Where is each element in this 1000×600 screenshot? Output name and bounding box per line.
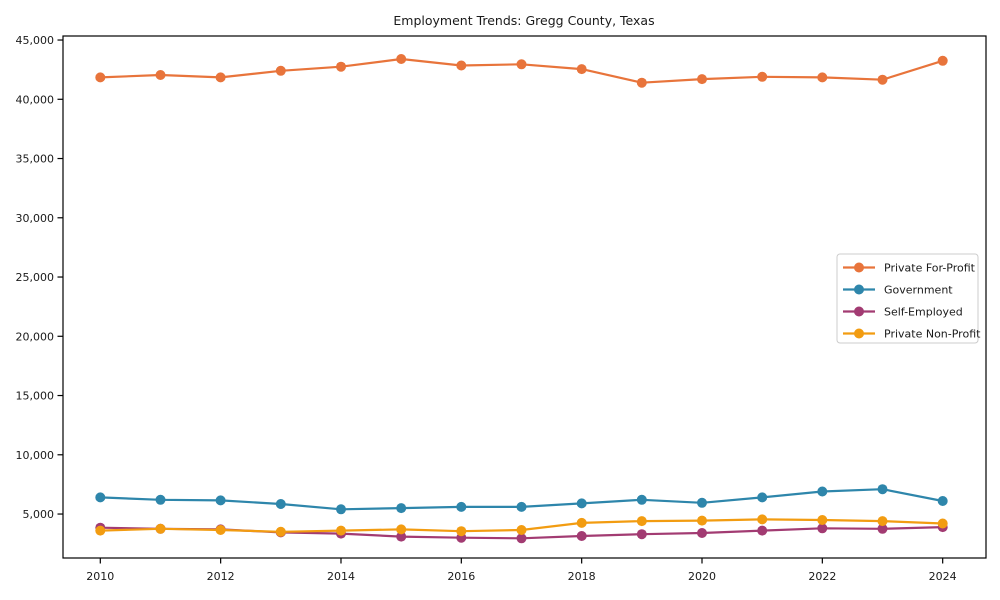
x-tick-label: 2022	[808, 570, 836, 583]
data-point-self-employed-2015	[396, 531, 407, 542]
data-point-self-employed-2021	[757, 525, 768, 536]
data-point-private-for-profit-2020	[697, 74, 707, 85]
y-axis: 5,000 10,000 15,000 20,000 25,000 30,000 35,00…	[16, 34, 63, 521]
data-point-self-employed-2018	[576, 531, 587, 541]
data-point-private-non-profit-2021	[757, 514, 768, 525]
data-point-private-for-profit-2018	[576, 64, 587, 75]
y-tick-label: 15,000	[16, 390, 55, 403]
data-point-private-non-profit-2011	[155, 523, 166, 534]
data-point-private-for-profit-2022	[817, 72, 828, 83]
data-point-government-2013	[275, 499, 286, 509]
data-point-private-non-profit-2015	[396, 524, 407, 535]
data-point-government-2015	[396, 503, 407, 514]
y-tick-label: 25,000	[16, 271, 55, 284]
legend-item-private-non-profit: Private Non-Profit	[843, 328, 981, 341]
legend-label-private-non-profit: Private Non-Profit	[884, 328, 981, 341]
data-point-private-for-profit-2010	[95, 72, 106, 83]
data-point-self-employed-2017	[516, 533, 527, 544]
plot-border	[62, 35, 987, 559]
data-point-self-employed-2019	[636, 529, 647, 540]
axes-spines	[62, 35, 987, 559]
y-tick-label: 10,000	[16, 449, 55, 462]
data-point-private-for-profit-2011	[155, 70, 166, 80]
data-point-private-for-profit-2024	[937, 55, 948, 66]
data-point-private-non-profit-2014	[336, 525, 346, 536]
data-point-self-employed-2022	[817, 523, 828, 534]
data-point-government-2014	[336, 504, 346, 515]
legend-box	[836, 253, 979, 344]
y-tick-label: 45,000	[16, 34, 55, 47]
data-point-private-for-profit-2016	[456, 60, 467, 71]
data-point-private-non-profit-2020	[697, 515, 707, 526]
x-tick-label: 2020	[688, 570, 716, 583]
legend-item-government: Government	[843, 284, 953, 297]
data-point-private-non-profit-2024	[937, 518, 948, 529]
x-tick-label: 2012	[207, 570, 235, 583]
legend-label-government: Government	[884, 284, 953, 297]
legend-marker-private-for-profit	[854, 262, 864, 273]
legend-marker-self-employed	[854, 306, 864, 317]
chart-title: Employment Trends: Gregg County, Texas	[393, 13, 654, 28]
legend-marker-government	[854, 284, 864, 295]
data-point-self-employed-2023	[877, 523, 888, 534]
data-point-government-2022	[817, 486, 828, 497]
data-point-private-non-profit-2018	[576, 517, 587, 528]
data-point-government-2016	[456, 501, 467, 512]
data-point-private-for-profit-2012	[215, 72, 226, 83]
data-point-private-for-profit-2015	[396, 54, 407, 64]
y-tick-label: 30,000	[16, 212, 55, 225]
data-point-government-2021	[757, 492, 768, 503]
data-point-private-for-profit-2017	[516, 59, 527, 70]
data-point-private-for-profit-2023	[877, 74, 888, 85]
data-point-private-non-profit-2019	[636, 516, 647, 527]
data-point-private-for-profit-2014	[336, 61, 346, 72]
y-tick-label: 40,000	[16, 93, 55, 106]
data-point-government-2010	[95, 492, 106, 503]
series-private-non-profit	[95, 514, 948, 537]
series-government	[95, 484, 948, 515]
data-point-government-2020	[697, 497, 707, 508]
data-point-government-2018	[576, 498, 587, 509]
data-point-private-non-profit-2023	[877, 516, 888, 527]
data-point-government-2011	[155, 494, 166, 505]
legend-marker-private-non-profit	[854, 328, 864, 339]
data-point-government-2012	[215, 495, 226, 506]
data-point-government-2024	[937, 496, 948, 506]
legend-label-self-employed: Self-Employed	[884, 306, 963, 319]
series-private-for-profit	[95, 54, 948, 88]
x-axis: 2010 2012 2014 2016 2018 2020 2022 2024	[86, 558, 957, 583]
y-tick-label: 20,000	[16, 330, 55, 343]
data-point-self-employed-2020	[697, 528, 707, 538]
legend-item-self-employed: Self-Employed	[843, 306, 963, 319]
legend: Private For-Profit Government Self-Employe…	[836, 253, 981, 344]
data-point-government-2017	[516, 501, 527, 512]
x-tick-label: 2024	[929, 570, 957, 583]
data-point-government-2023	[877, 484, 888, 495]
data-point-private-non-profit-2022	[817, 515, 828, 525]
x-tick-label: 2016	[447, 570, 475, 583]
x-tick-label: 2018	[568, 570, 596, 583]
data-point-private-non-profit-2016	[456, 526, 467, 537]
y-tick-label: 35,000	[16, 153, 55, 166]
y-tick-label: 5,000	[23, 508, 55, 521]
data-point-private-for-profit-2019	[636, 77, 647, 88]
data-point-private-for-profit-2021	[757, 71, 768, 82]
series-layer	[95, 54, 948, 544]
data-point-private-non-profit-2017	[516, 525, 527, 535]
data-point-private-non-profit-2012	[215, 525, 226, 535]
data-point-private-non-profit-2010	[95, 525, 106, 536]
legend-label-private-for-profit: Private For-Profit	[884, 262, 976, 275]
x-tick-label: 2014	[327, 570, 355, 583]
legend-item-private-for-profit: Private For-Profit	[843, 262, 976, 275]
data-point-private-for-profit-2013	[275, 65, 286, 76]
x-tick-label: 2010	[86, 570, 114, 583]
data-point-private-non-profit-2013	[275, 526, 286, 537]
data-point-government-2019	[636, 494, 647, 505]
